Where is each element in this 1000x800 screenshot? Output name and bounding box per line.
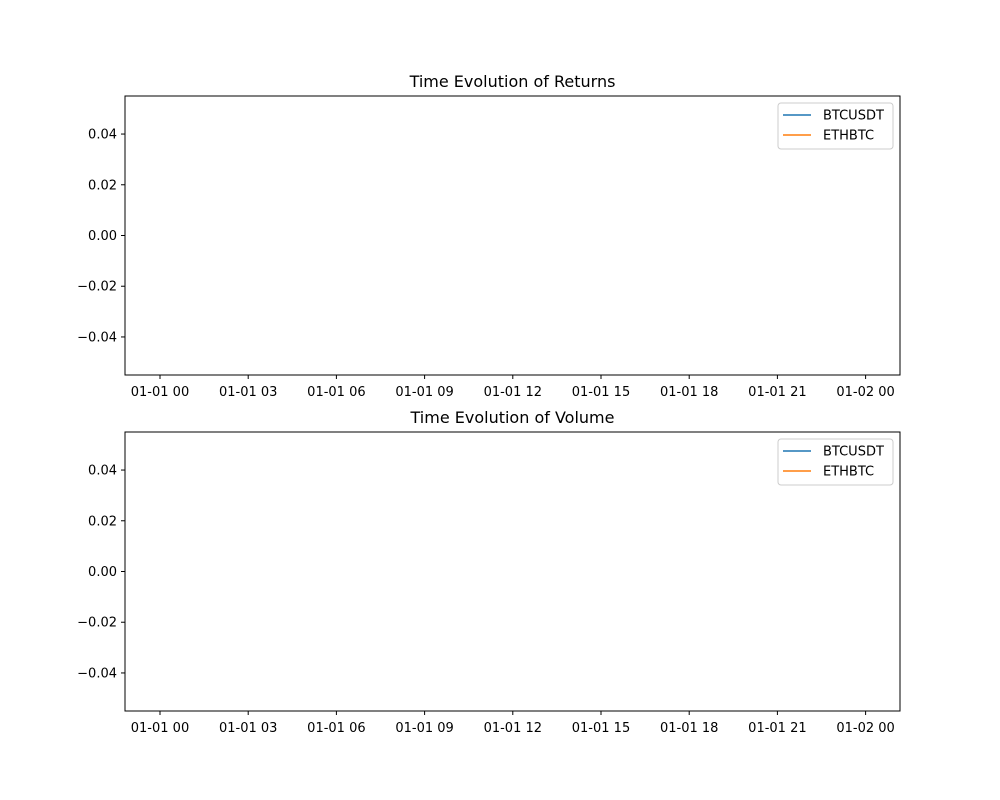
x-tick-label: 01-01 21 (748, 721, 806, 736)
y-tick-label: −0.02 (77, 616, 117, 631)
x-tick-label: 01-01 00 (131, 385, 189, 400)
x-tick-label: 01-01 06 (307, 385, 365, 400)
y-tick-label: 0.02 (88, 178, 117, 193)
x-tick-label: 01-01 12 (484, 385, 542, 400)
y-tick-label: 0.04 (88, 128, 117, 143)
y-tick-label: 0.00 (88, 565, 117, 580)
y-tick-label: −0.04 (77, 330, 117, 345)
x-tick-label: 01-01 15 (572, 721, 630, 736)
x-tick-label: 01-01 00 (131, 721, 189, 736)
x-tick-label: 01-02 00 (836, 385, 894, 400)
x-tick-label: 01-01 03 (219, 721, 277, 736)
chart-legend: BTCUSDT ETHBTC (777, 438, 894, 486)
legend-label-btcusdt: BTCUSDT (823, 109, 884, 124)
chart-panel-1: Time Evolution of Returns 0.04 0.02 0.00 −0.… (77, 72, 901, 400)
x-tick-label: 01-01 06 (307, 721, 365, 736)
chart-panel-2: Time Evolution of Volume 0.04 0.02 0.00 −0.0… (77, 408, 901, 736)
chart-legend: BTCUSDT ETHBTC (777, 102, 894, 150)
legend-label-ethbtc: ETHBTC (823, 465, 874, 480)
y-tick-label: 0.04 (88, 464, 117, 479)
x-tick-label: 01-01 12 (484, 721, 542, 736)
x-tick-label: 01-01 15 (572, 385, 630, 400)
x-tick-label: 01-01 09 (395, 385, 453, 400)
x-tick-label: 01-01 03 (219, 385, 277, 400)
legend-label-btcusdt: BTCUSDT (823, 445, 884, 460)
y-tick-label: 0.00 (88, 229, 117, 244)
x-tick-label: 01-01 18 (660, 385, 718, 400)
y-tick-label: 0.02 (88, 514, 117, 529)
x-tick-label: 01-01 18 (660, 721, 718, 736)
x-tick-label: 01-02 00 (836, 721, 894, 736)
x-tick-label: 01-01 09 (395, 721, 453, 736)
chart-title: Time Evolution of Volume (410, 408, 615, 427)
x-tick-label: 01-01 21 (748, 385, 806, 400)
chart-title: Time Evolution of Returns (409, 72, 616, 91)
y-tick-label: −0.04 (77, 666, 117, 681)
legend-label-ethbtc: ETHBTC (823, 129, 874, 144)
y-tick-label: −0.02 (77, 280, 117, 295)
